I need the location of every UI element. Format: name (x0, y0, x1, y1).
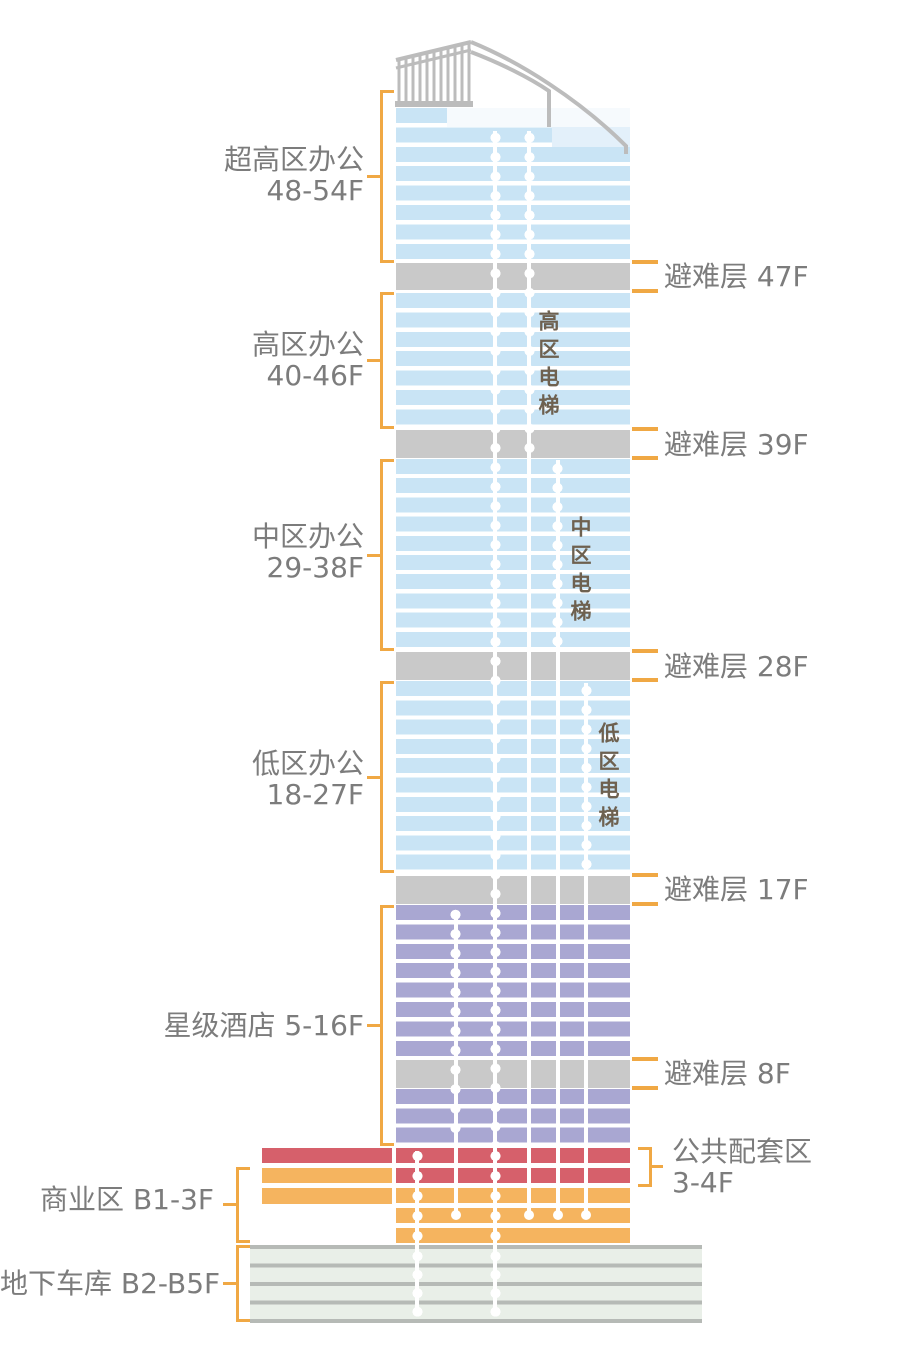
label-low-office-name: 低区办公 (251, 747, 364, 780)
arm-refuge-28f-bottom (632, 678, 658, 682)
arm-refuge-28f-top (632, 649, 658, 653)
elevator-stops-lowzone (581, 681, 592, 871)
bracket-garage (236, 1245, 250, 1322)
bracket-tick-garage (223, 1282, 236, 1285)
elevator-stops-midzone (552, 459, 563, 652)
crown-swoop (470, 40, 628, 154)
retail-podium-annex (262, 1148, 392, 1204)
elevator-stops-podium (412, 1146, 423, 1246)
elevator-stop-lowzone-ground (581, 1210, 591, 1220)
elevator-stop-highzone-ground (524, 1210, 534, 1220)
zone-hotel-upper-floors (396, 905, 630, 1060)
label-refuge-17f: 避难层 17F (664, 873, 809, 906)
elevator-stop-hotel-ground (451, 1210, 461, 1220)
label-super-high-office-name: 超高区办公 (223, 143, 364, 176)
arm-refuge-47f-top (632, 260, 658, 264)
arm-refuge-39f-bottom (632, 456, 658, 460)
label-hotel: 星级酒店 5-16F (163, 1009, 364, 1042)
label-high-office: 高区办公 40-46F (60, 329, 364, 391)
zone-high-office-floors (396, 293, 630, 429)
label-mid-zone-elevator: 中区电梯 (568, 516, 592, 628)
label-mid-office: 中区办公 29-38F (60, 521, 364, 583)
bracket-hotel (380, 905, 394, 1146)
bracket-retail (236, 1167, 250, 1243)
zone-hotel-lower-floors (396, 1089, 630, 1146)
refuge-floor-17f-band (396, 876, 630, 904)
label-refuge-28f: 避难层 28F (664, 650, 809, 683)
elevator-stops-hotel (450, 905, 461, 1148)
label-refuge-39f: 避难层 39F (664, 428, 809, 461)
bracket-tick-high-office (367, 359, 380, 362)
elevator-stops-main-podium (490, 1146, 501, 1246)
crown-structure (395, 40, 628, 154)
bracket-tick-low-office (367, 776, 380, 779)
elevator-stops-main-garage (490, 1247, 501, 1317)
refuge-floor-28f-band (396, 652, 630, 680)
label-refuge-8f: 避难层 8F (664, 1057, 791, 1090)
arm-refuge-47f-bottom (632, 289, 658, 293)
label-retail: 商业区 B1-3F (40, 1183, 214, 1216)
crown-inner-brace (470, 50, 551, 127)
label-super-high-office: 超高区办公 48-54F (60, 144, 364, 206)
label-low-office-floors: 18-27F (266, 778, 364, 811)
elevator-shaft-lowzone-line (584, 683, 588, 1219)
bracket-public-amenity (638, 1147, 652, 1187)
label-garage: 地下车库 B2-B5F (0, 1267, 221, 1300)
label-low-zone-elevator: 低区电梯 (596, 722, 620, 834)
tower-top-setback-1 (447, 108, 630, 127)
label-public-amenity: 公共配套区 3-4F (672, 1136, 812, 1198)
elevator-stops-podium-garage (412, 1247, 423, 1317)
refuge-floor-8f-band (396, 1060, 630, 1088)
arm-refuge-8f-bottom (632, 1086, 658, 1090)
arm-refuge-39f-top (632, 427, 658, 431)
label-super-high-office-floors: 48-54F (266, 174, 364, 207)
arm-refuge-17f-bottom (632, 902, 658, 906)
label-high-zone-elevator: 高区电梯 (536, 310, 560, 422)
bracket-tick-super-high-office (367, 175, 380, 178)
label-public-amenity-name: 公共配套区 (672, 1135, 813, 1168)
refuge-floor-47f-band (396, 263, 630, 290)
elevator-shaft-midzone-line (556, 460, 560, 1219)
zone-public-amenity-floors (396, 1148, 630, 1184)
bracket-tick-public-amenity (652, 1165, 663, 1168)
label-high-office-name: 高区办公 (251, 328, 364, 361)
elevator-stop-midzone-ground (553, 1210, 563, 1220)
label-low-office: 低区办公 18-27F (60, 748, 364, 810)
bracket-tick-mid-office (367, 554, 380, 557)
underground-garage-slab (250, 1245, 702, 1323)
bracket-high-office (380, 292, 394, 429)
elevator-shaft-highzone-line (527, 131, 531, 1219)
label-refuge-47f: 避难层 47F (664, 260, 809, 293)
zone-mid-office-floors (396, 459, 630, 651)
label-mid-office-name: 中区办公 (251, 520, 364, 553)
bracket-low-office (380, 681, 394, 873)
crown-second-chord (395, 48, 472, 70)
bracket-super-high-office (380, 90, 394, 263)
bracket-mid-office (380, 459, 394, 651)
crown-top-chord (395, 40, 472, 62)
arm-refuge-8f-top (632, 1057, 658, 1061)
label-mid-office-floors: 29-38F (266, 551, 364, 584)
label-public-amenity-floors: 3-4F (672, 1166, 734, 1199)
zone-retail-floors (396, 1188, 630, 1243)
bracket-tick-retail (223, 1203, 236, 1206)
elevator-stops-main-upper (490, 128, 501, 1146)
arm-refuge-17f-top (632, 873, 658, 877)
label-high-office-floors: 40-46F (266, 359, 364, 392)
refuge-floor-39f-band (396, 430, 630, 458)
elevator-stops-highzone (524, 128, 535, 459)
bracket-tick-hotel (367, 1024, 380, 1027)
